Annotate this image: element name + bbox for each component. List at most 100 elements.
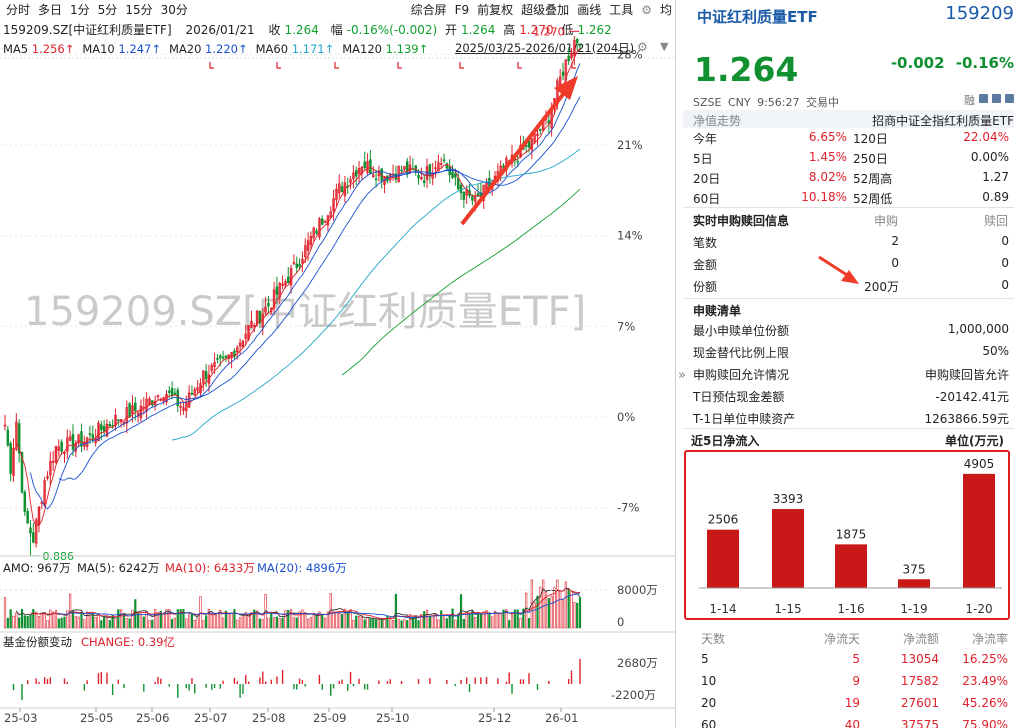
volume-bar <box>29 614 32 629</box>
candle-body <box>46 476 49 479</box>
tab-5min[interactable]: 5分 <box>97 3 118 17</box>
volume-bar <box>553 587 556 629</box>
price-axis-label: 28% <box>617 47 643 61</box>
amo-legend: MA(20): 4896万 <box>257 561 347 575</box>
xaxis-label: 25-10 <box>376 711 409 725</box>
menu-icon[interactable] <box>1005 94 1014 103</box>
tools-button[interactable]: 工具 <box>609 3 634 17</box>
perf-label: 今年 <box>693 132 718 146</box>
candle-body <box>190 393 194 395</box>
high-value: 1.270 <box>519 23 554 37</box>
list-row-value: 1263866.59元 <box>924 412 1009 426</box>
overlay-button[interactable]: 超级叠加 <box>521 3 570 17</box>
tab-15min[interactable]: 15分 <box>125 3 153 17</box>
f9-button[interactable]: F9 <box>454 2 470 17</box>
info-panel: 中证红利质量ETF 159209 1.264 -0.002 -0.16% SZS… <box>677 0 1020 728</box>
candle-body <box>400 169 403 172</box>
volume-bar <box>508 620 511 629</box>
list-row-label: 申购赎回允许情况 <box>693 368 790 382</box>
candle-body <box>114 414 117 426</box>
event-flag-icon[interactable] <box>459 62 464 69</box>
candle-body <box>349 179 352 183</box>
volume-bar <box>493 610 497 629</box>
event-flag-icon[interactable] <box>334 62 339 69</box>
event-flag-icon[interactable] <box>276 62 281 69</box>
composite-screen-button[interactable]: 综合屏 <box>410 3 447 17</box>
tab-1min[interactable]: 1分 <box>70 3 90 17</box>
bookmark-icon[interactable] <box>979 94 988 103</box>
sub-row-label: 笔数 <box>693 236 718 250</box>
volume-bar <box>340 614 344 629</box>
candle-body <box>230 351 233 359</box>
perf-value: 1.45% <box>808 150 847 164</box>
candle-body <box>417 175 420 179</box>
volume-bar <box>332 611 335 629</box>
volume-bar <box>527 617 531 629</box>
candle-body <box>369 159 372 174</box>
candle-body <box>301 258 304 264</box>
candle-body <box>289 267 293 286</box>
volume-bar <box>573 602 576 629</box>
xaxis-label: 25-05 <box>80 711 113 725</box>
chevron-down-icon[interactable]: ▼ <box>660 40 669 53</box>
volume-bar <box>71 610 75 629</box>
xaxis-label: 25-07 <box>194 711 227 725</box>
nav-trend-label[interactable]: 净值走势 <box>693 114 742 128</box>
volume-bar <box>372 618 375 629</box>
price-axis-label: 14% <box>617 229 643 243</box>
event-flag-icon[interactable] <box>209 62 214 69</box>
open-label: 开 <box>445 23 458 37</box>
date-range[interactable]: 2025/03/25-2026/01/21(204日) <box>455 41 635 55</box>
candle-body <box>454 173 457 178</box>
event-flag-icon[interactable] <box>517 62 522 69</box>
candle-body <box>29 527 32 534</box>
volume-bar <box>74 616 77 629</box>
draw-line-button[interactable]: 画线 <box>577 3 602 17</box>
volume-bar <box>542 579 545 629</box>
volume-bar <box>117 609 120 629</box>
candle-body <box>63 452 66 454</box>
volume-bar <box>570 590 573 629</box>
volume-bar <box>100 620 103 629</box>
candle-body <box>323 221 327 223</box>
adjust-button[interactable]: 前复权 <box>477 3 514 17</box>
volume-bar <box>131 609 134 629</box>
tab-multi-day[interactable]: 多日 <box>38 3 63 17</box>
candle-body <box>202 370 205 384</box>
volume-bar <box>445 618 448 629</box>
tab-intraday[interactable]: 分时 <box>6 3 31 17</box>
net-bar-date: 1-15 <box>774 602 801 616</box>
chart-panel[interactable]: 分时 多日 1分 5分 15分 30分 综合屏 F9 前复权 超级叠加 画线 工… <box>0 0 676 728</box>
kline-chart[interactable]: 28% 21% 14% 7% 0% -7% 159209.SZ[中证红利质量ETF] 1.27… <box>0 0 676 728</box>
volume-bar <box>355 615 358 629</box>
candle-body <box>139 405 143 419</box>
volume-bar <box>236 619 239 629</box>
chg-value: -0.16%(-0.002) <box>346 23 438 37</box>
volume-bar <box>284 610 287 629</box>
volume-bar <box>397 619 400 629</box>
volume-bar <box>491 616 494 629</box>
average-button[interactable]: 均 <box>659 3 672 17</box>
volume-bar <box>513 609 516 629</box>
settings-gear-icon[interactable]: ⚙ <box>637 40 648 54</box>
volume-bar <box>389 617 392 629</box>
volume-axis-label: 0 <box>617 615 624 629</box>
collapse-icon[interactable]: » <box>678 368 686 383</box>
volume-bar <box>377 619 380 629</box>
volume-bar <box>162 613 165 629</box>
tab-30min[interactable]: 30分 <box>160 3 188 17</box>
change-value: CHANGE: 0.39亿 <box>81 635 175 649</box>
volume-bar <box>304 612 307 629</box>
candle-body <box>340 186 344 192</box>
note-icon[interactable] <box>992 94 1001 103</box>
quote-date: 2026/01/21 <box>185 23 255 37</box>
event-flag-icon[interactable] <box>397 62 402 69</box>
net-inflow-unit: 单位(万元) <box>945 434 1004 448</box>
event-flag-icon[interactable] <box>571 62 576 69</box>
gear-icon[interactable]: ⚙ <box>641 2 652 17</box>
candle-body <box>335 188 338 200</box>
ma-item-ma10: MA10 1.247↑ <box>82 42 161 56</box>
table-cell: 5 <box>852 652 860 666</box>
volume-bar <box>94 617 97 629</box>
ma10-line <box>30 63 581 510</box>
